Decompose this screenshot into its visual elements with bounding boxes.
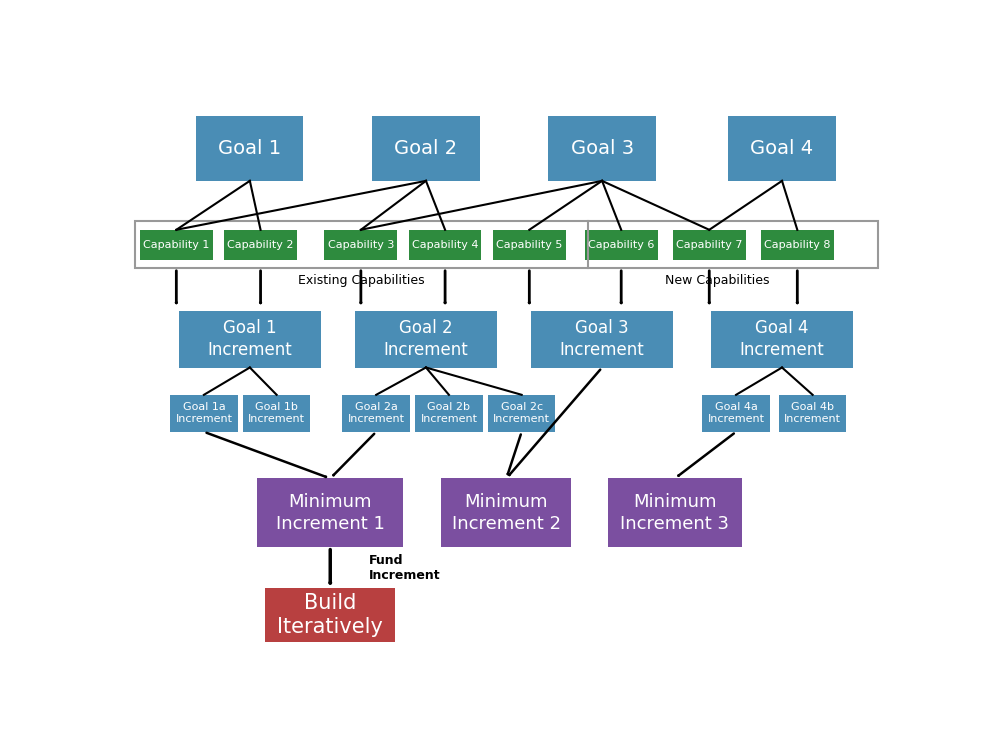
Bar	[135, 221, 877, 268]
Bar	[779, 395, 847, 432]
Bar	[197, 116, 303, 181]
Bar	[532, 310, 673, 367]
Bar	[179, 310, 321, 367]
Text: Goal 2a
Increment: Goal 2a Increment	[348, 402, 405, 424]
Bar	[548, 116, 656, 181]
Text: Fund
Increment: Fund Increment	[369, 554, 440, 582]
Bar	[140, 230, 212, 259]
Bar	[761, 230, 834, 259]
Text: Capability 2: Capability 2	[227, 239, 293, 250]
Text: Goal 2
Increment: Goal 2 Increment	[383, 319, 468, 359]
Bar	[409, 230, 481, 259]
Bar	[170, 395, 237, 432]
Bar	[442, 478, 571, 547]
Bar	[243, 395, 310, 432]
Bar	[224, 230, 297, 259]
Bar	[355, 310, 497, 367]
Text: New Capabilities: New Capabilities	[665, 274, 770, 287]
Bar	[673, 230, 746, 259]
Text: Capability 6: Capability 6	[588, 239, 654, 250]
Text: Capability 4: Capability 4	[412, 239, 478, 250]
Bar	[265, 588, 395, 642]
Text: Existing Capabilities: Existing Capabilities	[297, 274, 424, 287]
Text: Goal 4a
Increment: Goal 4a Increment	[707, 402, 765, 424]
Text: Goal 2: Goal 2	[394, 139, 457, 158]
Text: Minimum
Increment 1: Minimum Increment 1	[276, 492, 384, 533]
Text: Capability 1: Capability 1	[143, 239, 209, 250]
Bar	[702, 395, 770, 432]
Bar	[585, 230, 658, 259]
Text: Goal 1
Increment: Goal 1 Increment	[207, 319, 292, 359]
Bar	[343, 395, 410, 432]
Text: Goal 4
Increment: Goal 4 Increment	[740, 319, 824, 359]
Text: Capability 7: Capability 7	[676, 239, 743, 250]
Bar	[711, 310, 853, 367]
Text: Goal 1: Goal 1	[218, 139, 282, 158]
Text: Goal 1b
Increment: Goal 1b Increment	[248, 402, 305, 424]
Bar	[488, 395, 555, 432]
Text: Capability 3: Capability 3	[328, 239, 394, 250]
Bar	[493, 230, 566, 259]
Text: Minimum
Increment 2: Minimum Increment 2	[452, 492, 561, 533]
Text: Build
Iteratively: Build Iteratively	[278, 593, 383, 638]
Text: Goal 2b
Increment: Goal 2b Increment	[421, 402, 477, 424]
Text: Capability 8: Capability 8	[764, 239, 831, 250]
Text: Goal 3
Increment: Goal 3 Increment	[559, 319, 644, 359]
Text: Goal 2c
Increment: Goal 2c Increment	[493, 402, 550, 424]
Bar	[415, 395, 482, 432]
Bar	[258, 478, 403, 547]
Bar	[324, 230, 397, 259]
Text: Goal 1a
Increment: Goal 1a Increment	[176, 402, 232, 424]
Bar	[608, 478, 742, 547]
Bar	[372, 116, 479, 181]
Text: Goal 4b
Increment: Goal 4b Increment	[784, 402, 841, 424]
Text: Capability 5: Capability 5	[496, 239, 562, 250]
Text: Minimum
Increment 3: Minimum Increment 3	[620, 492, 729, 533]
Bar	[728, 116, 836, 181]
Text: Goal 3: Goal 3	[570, 139, 633, 158]
Text: Goal 4: Goal 4	[751, 139, 813, 158]
